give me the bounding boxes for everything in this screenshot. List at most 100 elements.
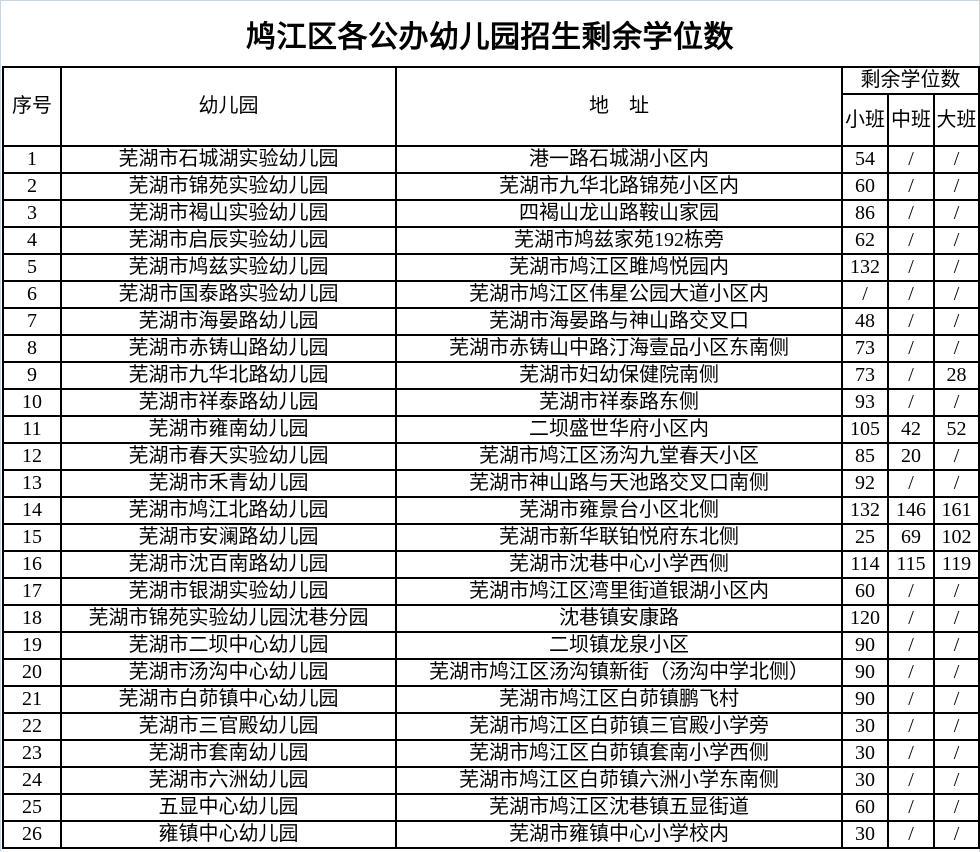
- cell-kindergarten-name: 芜湖市套南幼儿园: [60, 739, 397, 768]
- cell-address: 芜湖市新华联铂悦府东北侧: [395, 523, 843, 552]
- cell-large-class-seats: /: [933, 766, 980, 795]
- cell-no: 3: [2, 199, 62, 228]
- header-row-sub: 小班 中班 大班: [3, 93, 980, 147]
- cell-no: 2: [2, 172, 62, 201]
- table-row: 9 芜湖市九华北路幼儿园 芜湖市妇幼保健院南侧 73/28: [2, 361, 980, 390]
- table-row: 8 芜湖市赤铸山路幼儿园 芜湖市赤铸山中路汀海壹品小区东南侧 73//: [2, 334, 980, 363]
- cell-small-class-seats: 62: [841, 226, 889, 255]
- table-row: 15 芜湖市安澜路幼儿园 芜湖市新华联铂悦府东北侧 25 69 102: [2, 523, 980, 552]
- cell-small-class-seats: /: [841, 280, 889, 309]
- cell-no: 9: [2, 361, 62, 390]
- cell-large-class-seats: /: [933, 388, 980, 417]
- cell-kindergarten-name: 芜湖市沈百南路幼儿园: [60, 550, 397, 579]
- cell-middle-class-seats: 20: [887, 442, 935, 471]
- cell-address: 芜湖市雍景台小区北侧: [395, 496, 843, 525]
- cell-middle-class-seats: /: [887, 604, 935, 633]
- cell-address: 芜湖市雍镇中心小学校内: [395, 820, 843, 849]
- cell-middle-class-seats: /: [887, 469, 935, 498]
- cell-address: 四褐山龙山路鞍山家园: [395, 199, 843, 228]
- cell-no: 13: [2, 469, 62, 498]
- cell-large-class-seats: /: [933, 442, 980, 471]
- cell-kindergarten-name: 芜湖市白茆镇中心幼儿园: [60, 685, 397, 714]
- cell-middle-class-seats: /: [887, 280, 935, 309]
- cell-middle-class-seats: 42: [887, 415, 935, 444]
- col-header-kindergarten: 幼儿园: [60, 66, 397, 147]
- cell-kindergarten-name: 芜湖市九华北路幼儿园: [60, 361, 397, 390]
- cell-kindergarten-name: 芜湖市海晏路幼儿园: [60, 307, 397, 336]
- cell-small-class-seats: 93: [841, 388, 889, 417]
- cell-middle-class-seats: 115: [887, 550, 935, 579]
- cell-kindergarten-name: 芜湖市安澜路幼儿园: [60, 523, 397, 552]
- cell-no: 4: [2, 226, 62, 255]
- table-row: 23 芜湖市套南幼儿园 芜湖市鸠江区白茆镇套南小学西侧 30//: [2, 739, 980, 768]
- cell-kindergarten-name: 芜湖市国泰路实验幼儿园: [60, 280, 397, 309]
- col-header-no: 序号: [2, 66, 62, 147]
- col-header-remaining-seats: 剩余学位数: [841, 66, 980, 95]
- cell-small-class-seats: 90: [841, 658, 889, 687]
- cell-middle-class-seats: /: [887, 199, 935, 228]
- kindergarten-seats-table: 序号 幼儿园 地 址 剩余学位数 小班 中班 大班 1 芜湖市石城湖实验幼儿园 港一…: [2, 66, 980, 849]
- cell-small-class-seats: 90: [841, 685, 889, 714]
- cell-small-class-seats: 30: [841, 766, 889, 795]
- cell-kindergarten-name: 芜湖市石城湖实验幼儿园: [60, 145, 397, 174]
- table-row: 18 芜湖市锦苑实验幼儿园沈巷分园 沈巷镇安康路 120//: [2, 604, 980, 633]
- cell-small-class-seats: 105: [841, 415, 889, 444]
- cell-large-class-seats: /: [933, 226, 980, 255]
- cell-small-class-seats: 48: [841, 307, 889, 336]
- cell-address: 芜湖市鸠江区沈巷镇五显街道: [395, 793, 843, 822]
- cell-middle-class-seats: /: [887, 766, 935, 795]
- cell-address: 二坝镇龙泉小区: [395, 631, 843, 660]
- cell-kindergarten-name: 芜湖市三官殿幼儿园: [60, 712, 397, 741]
- cell-small-class-seats: 30: [841, 820, 889, 849]
- table-row: 24 芜湖市六洲幼儿园 芜湖市鸠江区白茆镇六洲小学东南侧 30//: [2, 766, 980, 795]
- cell-large-class-seats: 161: [933, 496, 980, 525]
- cell-small-class-seats: 60: [841, 793, 889, 822]
- cell-address: 沈巷镇安康路: [395, 604, 843, 633]
- table-row: 17 芜湖市银湖实验幼儿园 芜湖市鸠江区湾里街道银湖小区内 60//: [2, 577, 980, 606]
- cell-kindergarten-name: 芜湖市汤沟中心幼儿园: [60, 658, 397, 687]
- table-row: 6 芜湖市国泰路实验幼儿园 芜湖市鸠江区伟星公园大道小区内 / / /: [2, 280, 980, 309]
- cell-large-class-seats: /: [933, 739, 980, 768]
- col-header-middle-class: 中班: [887, 93, 935, 147]
- cell-small-class-seats: 60: [841, 577, 889, 606]
- cell-kindergarten-name: 雍镇中心幼儿园: [60, 820, 397, 849]
- col-header-large-class: 大班: [933, 93, 980, 147]
- cell-kindergarten-name: 芜湖市启辰实验幼儿园: [60, 226, 397, 255]
- cell-middle-class-seats: /: [887, 172, 935, 201]
- cell-address: 芜湖市鸠江区白茆镇六洲小学东南侧: [395, 766, 843, 795]
- cell-address: 芜湖市鸠兹家苑192栋旁: [395, 226, 843, 255]
- cell-no: 8: [2, 334, 62, 363]
- table-row: 10 芜湖市祥泰路幼儿园 芜湖市祥泰路东侧 93//: [2, 388, 980, 417]
- cell-address: 芜湖市鸠江区汤沟镇新街（汤沟中学北侧）: [395, 658, 843, 687]
- table-body: 1 芜湖市石城湖实验幼儿园 港一路石城湖小区内 54//2 芜湖市锦苑实验幼儿园 芜湖市九…: [2, 145, 980, 849]
- col-header-small-class: 小班: [841, 93, 889, 147]
- cell-kindergarten-name: 芜湖市春天实验幼儿园: [60, 442, 397, 471]
- cell-middle-class-seats: /: [887, 577, 935, 606]
- table-row: 5 芜湖市鸠兹实验幼儿园 芜湖市鸠江区雎鸠悦园内 132//: [2, 253, 980, 282]
- cell-large-class-seats: 28: [933, 361, 980, 390]
- cell-middle-class-seats: /: [887, 361, 935, 390]
- cell-small-class-seats: 54: [841, 145, 889, 174]
- cell-large-class-seats: /: [933, 280, 980, 309]
- cell-middle-class-seats: 146: [887, 496, 935, 525]
- cell-middle-class-seats: /: [887, 631, 935, 660]
- cell-middle-class-seats: /: [887, 820, 935, 849]
- cell-small-class-seats: 30: [841, 712, 889, 741]
- cell-large-class-seats: /: [933, 145, 980, 174]
- cell-large-class-seats: /: [933, 334, 980, 363]
- table-row: 21 芜湖市白茆镇中心幼儿园 芜湖市鸠江区白茆镇鹏飞村 90//: [2, 685, 980, 714]
- cell-no: 14: [2, 496, 62, 525]
- cell-no: 22: [2, 712, 62, 741]
- cell-address: 港一路石城湖小区内: [395, 145, 843, 174]
- cell-kindergarten-name: 芜湖市雍南幼儿园: [60, 415, 397, 444]
- cell-large-class-seats: /: [933, 307, 980, 336]
- cell-no: 1: [2, 145, 62, 174]
- cell-middle-class-seats: /: [887, 307, 935, 336]
- cell-no: 20: [2, 658, 62, 687]
- cell-kindergarten-name: 芜湖市二坝中心幼儿园: [60, 631, 397, 660]
- table-row: 20 芜湖市汤沟中心幼儿园 芜湖市鸠江区汤沟镇新街（汤沟中学北侧） 90//: [2, 658, 980, 687]
- cell-address: 芜湖市鸠江区湾里街道银湖小区内: [395, 577, 843, 606]
- cell-large-class-seats: 119: [933, 550, 980, 579]
- cell-kindergarten-name: 五显中心幼儿园: [60, 793, 397, 822]
